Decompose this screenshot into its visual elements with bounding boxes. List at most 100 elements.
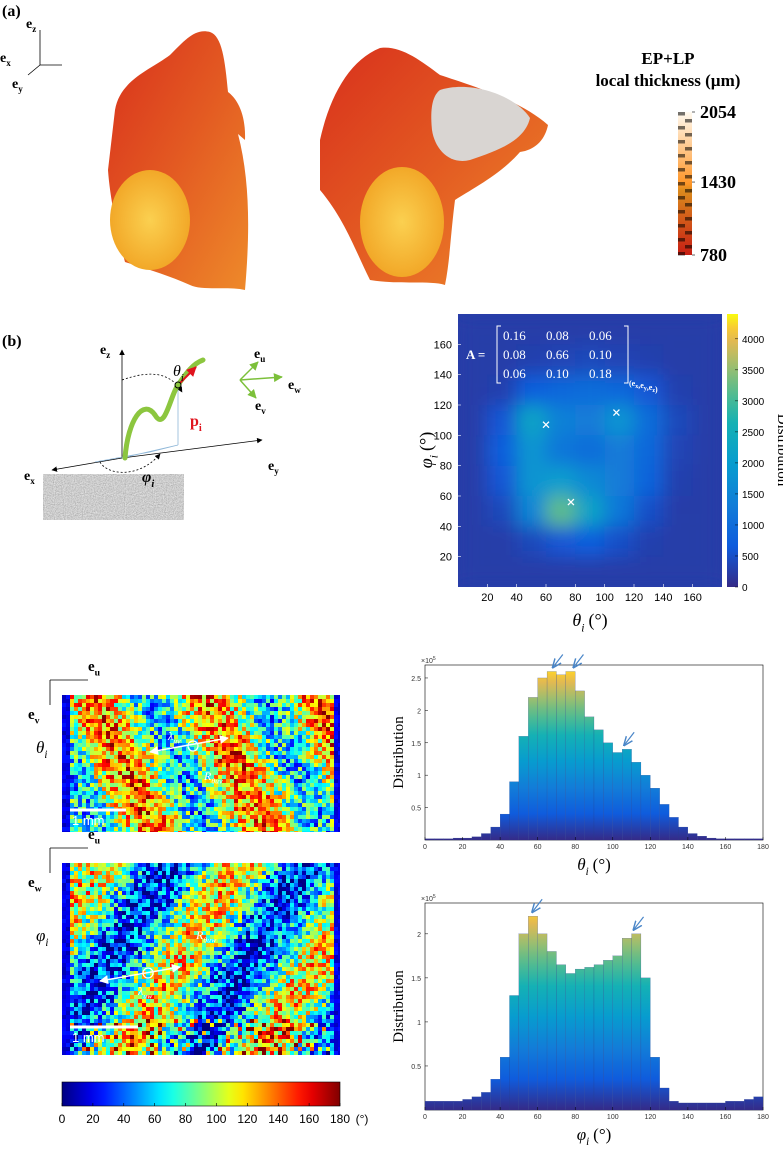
map-pixel [298, 743, 302, 747]
map-pixel [318, 759, 322, 763]
map-pixel [130, 799, 134, 803]
map-pixel [62, 899, 66, 903]
map-pixel [250, 915, 254, 919]
map-pixel [102, 975, 106, 979]
map-pixel [150, 771, 154, 775]
map-pixel [74, 799, 78, 803]
map-pixel [166, 875, 170, 879]
map-pixel [178, 923, 182, 927]
map-pixel [150, 887, 154, 891]
map-pixel [114, 799, 118, 803]
map-pixel [334, 931, 338, 935]
heatmap-cell [546, 466, 575, 496]
map-pixel [250, 871, 254, 875]
map-pixel [150, 731, 154, 735]
map-pixel [274, 955, 278, 959]
map-pixel [198, 911, 202, 915]
x-tick-label: 160 [720, 844, 732, 851]
map-pixel [186, 875, 190, 879]
map-pixel [78, 799, 82, 803]
map-pixel [170, 883, 174, 887]
map-pixel [338, 759, 340, 763]
map-pixel [222, 811, 226, 815]
map-pixel [286, 931, 290, 935]
map-pixel [322, 727, 326, 731]
map-pixel [222, 831, 226, 832]
map-pixel [86, 963, 90, 967]
map-pixel [118, 823, 122, 827]
map-pixel [310, 927, 314, 931]
map-pixel [82, 711, 86, 715]
map-pixel [98, 799, 102, 803]
map-pixel [334, 763, 338, 767]
map-pixel [150, 703, 154, 707]
map-pixel [122, 963, 126, 967]
map-pixel [274, 811, 278, 815]
map-pixel [270, 775, 274, 779]
map-pixel [166, 791, 170, 795]
symbol-base: θ [572, 610, 581, 630]
map-pixel [338, 799, 340, 803]
histogram-bar [594, 730, 603, 840]
map-pixel [194, 695, 198, 699]
map-pixel [154, 959, 158, 963]
map-pixel [270, 707, 274, 711]
map-pixel [66, 799, 70, 803]
map-pixel [158, 775, 162, 779]
map-pixel [298, 871, 302, 875]
map-pixel [306, 727, 310, 731]
map-pixel [338, 919, 340, 923]
map-pixel [326, 775, 330, 779]
map-pixel [182, 771, 186, 775]
map-pixel [286, 867, 290, 871]
map-pixel [270, 935, 274, 939]
map-pixel [150, 707, 154, 711]
map-pixel [298, 711, 302, 715]
map-pixel [238, 903, 242, 907]
map-pixel [294, 699, 298, 703]
map-pixel [218, 719, 222, 723]
map-pixel [122, 695, 126, 699]
map-pixel [242, 771, 246, 775]
map-pixel [290, 695, 294, 699]
map-pixel [190, 779, 194, 783]
map-pixel [118, 723, 122, 727]
map-pixel [254, 895, 258, 899]
map-pixel [146, 759, 150, 763]
map-pixel [62, 879, 66, 883]
map-pixel [94, 943, 98, 947]
symbol-subscript: x [6, 58, 11, 68]
map-pixel [218, 723, 222, 727]
map-pixel [230, 731, 234, 735]
map-pixel [306, 711, 310, 715]
map-pixel [302, 795, 306, 799]
map-pixel [326, 947, 330, 951]
map-pixel [266, 751, 270, 755]
map-pixel [322, 971, 326, 975]
map-pixel [174, 715, 178, 719]
map-pixel [114, 907, 118, 911]
map-pixel [322, 967, 326, 971]
map-pixel [166, 755, 170, 759]
map-pixel [154, 763, 158, 767]
map-pixel [210, 959, 214, 963]
map-pixel [270, 867, 274, 871]
map-pixel [238, 735, 242, 739]
map-pixel [302, 803, 306, 807]
map-pixel [274, 939, 278, 943]
colorbar-checker [678, 140, 685, 144]
map-pixel [214, 727, 218, 731]
map-pixel [338, 911, 340, 915]
map-pixel [298, 771, 302, 775]
map-pixel [202, 755, 206, 759]
map-pixel [290, 819, 294, 823]
map-pixel [174, 759, 178, 763]
map-pixel [218, 715, 222, 719]
map-pixel [234, 947, 238, 951]
map-pixel [134, 751, 138, 755]
map-pixel [278, 883, 282, 887]
map-pixel [190, 711, 194, 715]
map-pixel [250, 931, 254, 935]
map-pixel [74, 715, 78, 719]
map-pixel [254, 819, 258, 823]
